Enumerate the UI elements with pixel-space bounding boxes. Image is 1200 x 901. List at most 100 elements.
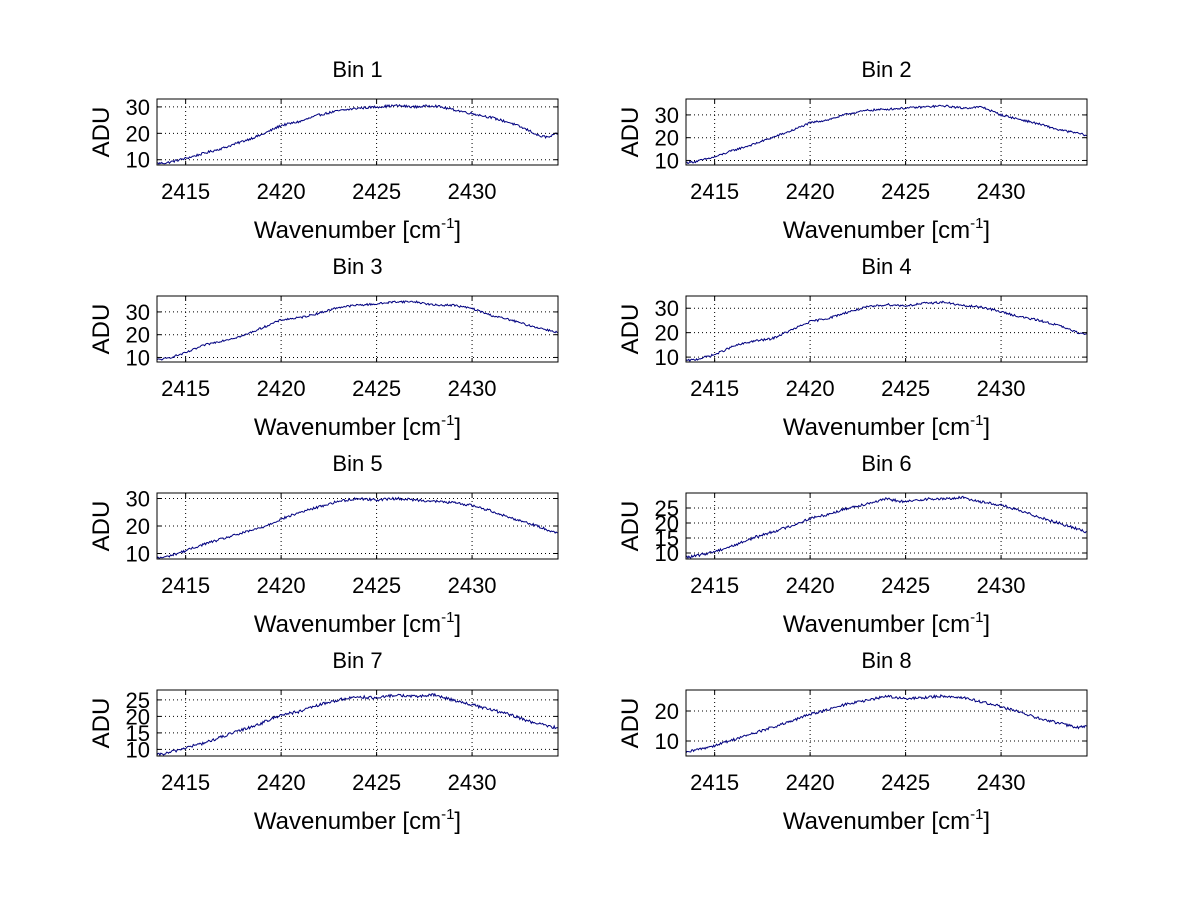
y-tick-label: 30 (655, 103, 679, 128)
y-tick-label: 10 (655, 541, 679, 566)
x-axis-label: Wavenumber [cm-1] (254, 609, 461, 638)
x-axis-label-main: Wavenumber [cm (254, 808, 441, 835)
x-axis-label: Wavenumber [cm-1] (254, 215, 461, 244)
x-tick-label: 2420 (257, 770, 306, 795)
axes-box (156, 689, 559, 757)
x-axis-label-close: ] (983, 611, 990, 638)
x-tick-label: 2430 (448, 179, 497, 204)
x-tick-label: 2420 (786, 573, 835, 598)
y-tick-label: 20 (655, 511, 679, 536)
x-tick-label: 2425 (352, 179, 401, 204)
x-axis-label-superscript: -1 (441, 609, 454, 626)
x-axis-label-close: ] (983, 414, 990, 441)
series-line-1 (685, 104, 1088, 165)
series-line-1 (156, 300, 559, 361)
y-tick-label: 10 (126, 345, 150, 370)
x-axis-label-main: Wavenumber [cm (254, 414, 441, 441)
x-axis-label-close: ] (983, 217, 990, 244)
subplot-title: Bin 7 (332, 648, 382, 673)
y-tick-label: 15 (126, 721, 150, 746)
x-axis-label-main: Wavenumber [cm (783, 611, 970, 638)
y-tick-label: 20 (655, 126, 679, 151)
x-tick-label: 2420 (257, 376, 306, 401)
x-axis-label-superscript: -1 (970, 609, 983, 626)
y-axis-label: ADU (88, 107, 115, 158)
subplot-title: Bin 6 (861, 451, 911, 476)
x-tick-label: 2425 (881, 376, 930, 401)
x-axis-label-close: ] (454, 808, 461, 835)
x-tick-label: 2415 (690, 770, 739, 795)
y-tick-label: 30 (655, 296, 679, 321)
x-tick-label: 2430 (977, 573, 1026, 598)
y-tick-label: 30 (126, 95, 150, 120)
x-tick-label: 2430 (977, 179, 1026, 204)
x-tick-label: 2420 (257, 179, 306, 204)
subplot-8: 2415 2420 2425 2430 10 20 Bin 8 ADU Wavenumber [… (617, 648, 1088, 835)
subplot-title: Bin 3 (332, 254, 382, 279)
y-tick-label: 25 (655, 496, 679, 521)
x-axis-label: Wavenumber [cm-1] (783, 412, 990, 441)
y-tick-label: 20 (126, 323, 150, 348)
x-tick-label: 2425 (352, 770, 401, 795)
y-axis-label: ADU (617, 304, 644, 355)
subplot-title: Bin 1 (332, 57, 382, 82)
axes-box (156, 98, 559, 166)
x-tick-label: 2430 (448, 376, 497, 401)
x-axis-label-superscript: -1 (441, 412, 454, 429)
y-tick-label: 10 (655, 345, 679, 370)
x-axis-label-superscript: -1 (441, 215, 454, 232)
y-axis-label: ADU (617, 501, 644, 552)
y-tick-label: 20 (655, 321, 679, 346)
y-axis-label: ADU (88, 304, 115, 355)
axes-box (685, 492, 1088, 560)
x-tick-label: 2425 (352, 376, 401, 401)
x-tick-label: 2420 (786, 179, 835, 204)
x-tick-label: 2415 (690, 376, 739, 401)
x-axis-label-superscript: -1 (441, 806, 454, 823)
x-axis-label: Wavenumber [cm-1] (783, 806, 990, 835)
x-tick-label: 2415 (690, 573, 739, 598)
x-axis-label: Wavenumber [cm-1] (783, 215, 990, 244)
x-axis-label-close: ] (454, 611, 461, 638)
y-tick-label: 30 (126, 300, 150, 325)
series-line-1 (156, 692, 559, 757)
x-axis-label-close: ] (983, 808, 990, 835)
x-axis-label-superscript: -1 (970, 806, 983, 823)
y-tick-label: 20 (126, 514, 150, 539)
y-axis-label: ADU (88, 698, 115, 749)
y-tick-label: 20 (126, 704, 150, 729)
series-line-1 (685, 300, 1088, 363)
subplot-title: Bin 5 (332, 451, 382, 476)
x-tick-label: 2420 (786, 770, 835, 795)
y-tick-label: 10 (655, 148, 679, 173)
x-axis-label-main: Wavenumber [cm (254, 611, 441, 638)
y-axis-label: ADU (617, 107, 644, 158)
x-tick-label: 2425 (881, 770, 930, 795)
subplot-title: Bin 2 (861, 57, 911, 82)
x-axis-label-close: ] (454, 217, 461, 244)
y-tick-label: 25 (126, 688, 150, 713)
x-tick-label: 2430 (977, 770, 1026, 795)
x-axis-label-main: Wavenumber [cm (783, 217, 970, 244)
y-tick-label: 10 (126, 148, 150, 173)
subplot-title: Bin 4 (861, 254, 911, 279)
series-line-1 (156, 103, 559, 165)
x-tick-label: 2420 (257, 573, 306, 598)
x-tick-label: 2415 (161, 376, 210, 401)
x-axis-label-main: Wavenumber [cm (783, 808, 970, 835)
series-line-1 (685, 495, 1088, 560)
y-tick-label: 30 (126, 487, 150, 512)
x-tick-label: 2430 (448, 573, 497, 598)
x-tick-label: 2425 (352, 573, 401, 598)
y-axis-label: ADU (617, 698, 644, 749)
axes-box (685, 98, 1088, 166)
y-tick-label: 10 (126, 542, 150, 567)
x-axis-label: Wavenumber [cm-1] (783, 609, 990, 638)
y-tick-label: 10 (126, 737, 150, 762)
